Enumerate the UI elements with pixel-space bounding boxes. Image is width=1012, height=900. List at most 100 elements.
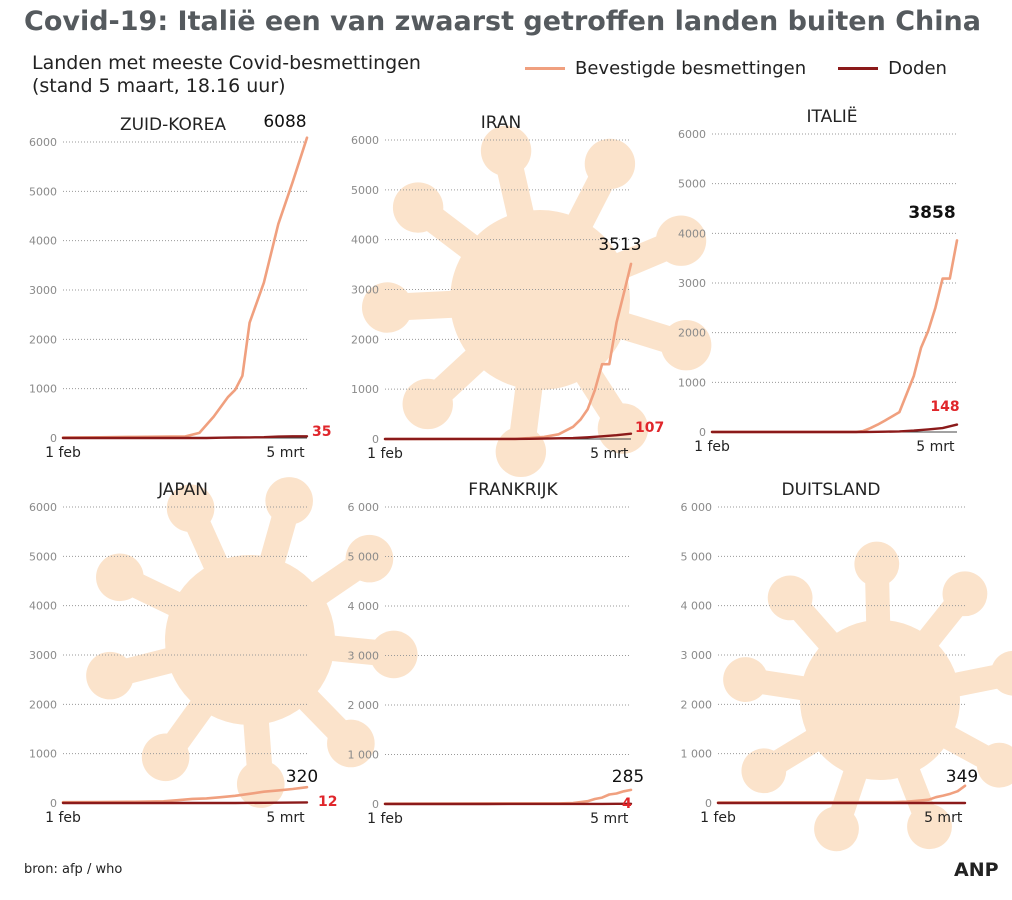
y-tick-label: 3000	[29, 284, 57, 297]
y-tick-label: 4000	[678, 227, 706, 240]
y-tick-label: 1 000	[681, 748, 713, 761]
data-label-deaths: 12	[318, 794, 337, 810]
y-tick-label: 1000	[29, 748, 57, 761]
data-label-confirmed: 6088	[263, 112, 306, 132]
chart-title: ZUID-KOREA	[120, 115, 226, 135]
virus-background	[86, 125, 1012, 852]
agency-logo: ANP	[954, 859, 999, 881]
chart-title: DUITSLAND	[781, 480, 880, 500]
x-tick-label-start: 1 feb	[694, 439, 730, 455]
y-tick-label: 3000	[678, 277, 706, 290]
chart-panel-4: 0 1000 2000 3000 4000 5000 6000 1 feb 5 mrt JAPAN…	[29, 480, 337, 826]
chart-title: ITALIË	[807, 106, 858, 127]
y-tick-label: 2000	[29, 333, 57, 346]
y-tick-label: 0	[372, 433, 379, 446]
data-label-deaths: 148	[930, 399, 959, 415]
series-line-confirmed	[61, 136, 309, 439]
data-label-deaths: 107	[635, 420, 664, 436]
y-tick-label: 5000	[29, 185, 57, 198]
y-tick-label: 4000	[29, 235, 57, 248]
data-label-confirmed: 285	[612, 767, 644, 787]
y-tick-label: 3 000	[348, 650, 380, 663]
y-tick-label: 3 000	[681, 649, 713, 662]
y-tick-label: 0	[50, 797, 57, 810]
y-tick-label: 5000	[29, 550, 57, 563]
y-tick-label: 1 000	[348, 749, 380, 762]
series-line-confirmed	[61, 785, 309, 804]
y-tick-label: 2000	[678, 327, 706, 340]
y-tick-label: 5000	[678, 178, 706, 191]
source-note: bron: afp / who	[24, 862, 123, 877]
y-tick-label: 4 000	[681, 600, 713, 613]
chart-title: IRAN	[481, 113, 521, 133]
legend-confirmed-swatch	[525, 66, 565, 70]
x-tick-label-start: 1 feb	[45, 810, 81, 826]
y-tick-label: 6000	[29, 501, 57, 514]
y-tick-label: 1000	[29, 383, 57, 396]
y-tick-label: 5000	[351, 184, 379, 197]
chart-panel-6: 0 1 000 2 000 3 000 4 000 5 000 6 000 1 feb 5 mr…	[681, 480, 979, 826]
y-tick-label: 3000	[29, 649, 57, 662]
x-tick-label-end: 5 mrt	[924, 810, 963, 826]
y-tick-label: 2000	[351, 333, 379, 346]
series-line-deaths	[710, 423, 959, 434]
y-tick-label: 2 000	[348, 699, 380, 712]
virus-icon	[86, 477, 418, 808]
chart-panel-3: 0 1000 2000 3000 4000 5000 6000 1 feb 5 mrt ITALI…	[678, 106, 960, 455]
series-line-deaths	[61, 435, 309, 440]
y-tick-label: 0	[705, 797, 712, 810]
y-tick-label: 4 000	[348, 600, 380, 613]
data-label-confirmed: 3858	[908, 203, 955, 223]
y-tick-label: 1000	[351, 383, 379, 396]
virus-icon	[361, 125, 712, 477]
series-line-deaths	[383, 432, 633, 441]
legend-deaths-swatch	[838, 66, 879, 70]
y-tick-label: 1000	[678, 376, 706, 389]
y-tick-label: 2 000	[681, 698, 713, 711]
y-tick-label: 6000	[351, 134, 379, 147]
y-tick-label: 5 000	[348, 551, 380, 564]
x-tick-label-end: 5 mrt	[590, 446, 629, 462]
chart-panel-2: 0 1000 2000 3000 4000 5000 6000 1 feb 5 mrt IRAN 3…	[351, 113, 664, 462]
x-tick-label-end: 5 mrt	[590, 811, 629, 827]
x-tick-label-end: 5 mrt	[916, 439, 955, 455]
data-label-confirmed: 320	[286, 767, 318, 787]
x-tick-label-start: 1 feb	[367, 446, 403, 462]
legend-deaths-label: Doden	[888, 57, 947, 79]
data-label-deaths: 4	[622, 796, 632, 812]
y-tick-label: 3000	[351, 284, 379, 297]
x-tick-label-start: 1 feb	[45, 445, 81, 461]
legend: Bevestigde besmettingen Doden	[525, 56, 947, 80]
y-tick-label: 6 000	[348, 501, 380, 514]
chart-title: JAPAN	[157, 480, 208, 500]
y-tick-label: 4000	[29, 600, 57, 613]
page-title: Covid-19: Italië een van zwaarst getroff…	[24, 6, 981, 37]
y-tick-label: 6 000	[681, 501, 713, 514]
x-tick-label-start: 1 feb	[367, 811, 403, 827]
series-line-confirmed	[710, 239, 959, 434]
y-tick-label: 5 000	[681, 550, 713, 563]
data-label-confirmed: 349	[946, 767, 978, 787]
x-tick-label-start: 1 feb	[700, 810, 736, 826]
y-tick-label: 2000	[29, 698, 57, 711]
y-tick-label: 0	[699, 426, 706, 439]
chart-panel-5: 0 1 000 2 000 3 000 4 000 5 000 6 000 1 feb 5 mr…	[348, 480, 645, 827]
y-tick-label: 6000	[29, 136, 57, 149]
virus-icon	[723, 541, 1012, 852]
chart-title: FRANKRIJK	[468, 480, 558, 500]
data-label-confirmed: 3513	[598, 235, 641, 255]
data-label-deaths: 35	[312, 424, 331, 440]
y-tick-label: 4000	[351, 234, 379, 247]
series-line-deaths	[61, 801, 309, 805]
y-tick-label: 0	[50, 432, 57, 445]
x-tick-label-end: 5 mrt	[266, 810, 305, 826]
y-tick-label: 0	[372, 798, 379, 811]
y-tick-label: 6000	[678, 128, 706, 141]
chart-subtitle: Landen met meeste Covid-besmettingen (st…	[32, 52, 421, 97]
x-tick-label-end: 5 mrt	[266, 445, 305, 461]
chart-panel-1: 0 1000 2000 3000 4000 5000 6000 1 feb 5 mrt ZUID-…	[29, 112, 331, 461]
legend-confirmed-label: Bevestigde besmettingen	[575, 57, 807, 79]
series-line-confirmed	[383, 788, 633, 806]
